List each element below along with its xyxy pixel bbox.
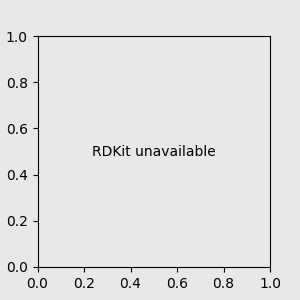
Text: RDKit unavailable: RDKit unavailable	[92, 145, 216, 158]
